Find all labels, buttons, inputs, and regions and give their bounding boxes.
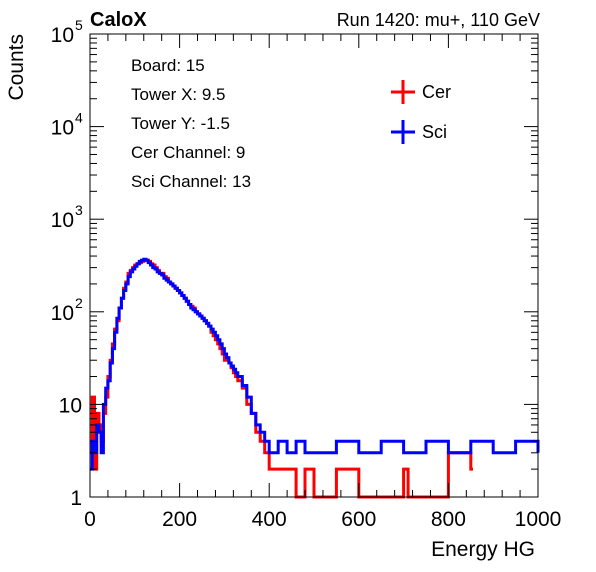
info-line: Tower X: 9.5 xyxy=(131,85,226,104)
info-line: Tower Y: -1.5 xyxy=(131,114,230,133)
plot-frame xyxy=(89,33,539,498)
info-line: Sci Channel: 13 xyxy=(131,172,251,191)
chart-title-right: Run 1420: mu+, 110 GeV xyxy=(337,10,540,30)
y-tick-label: 10 xyxy=(51,209,74,232)
x-tick-label: 400 xyxy=(252,508,287,531)
x-tick-label: 1000 xyxy=(515,508,562,531)
y-tick-label: 10 xyxy=(51,302,74,325)
series-line-sci xyxy=(90,257,540,471)
legend-label-cer: Cer xyxy=(422,82,451,102)
y-tick-exponent: 2 xyxy=(75,295,83,311)
y-tick-label: 1 xyxy=(70,487,82,510)
x-tick-label: 200 xyxy=(162,508,197,531)
legend: Cer Sci xyxy=(391,80,451,144)
info-line: Cer Channel: 9 xyxy=(131,143,245,162)
chart-title-left: CaloX xyxy=(90,9,147,31)
info-box: Board: 15 Tower X: 9.5 Tower Y: -1.5 Cer… xyxy=(131,56,251,191)
x-tick-label: 600 xyxy=(341,508,376,531)
x-axis-label: Energy HG xyxy=(431,538,535,561)
y-tick-label: 10 xyxy=(59,394,82,417)
legend-label-sci: Sci xyxy=(422,122,447,142)
x-tick-label: 800 xyxy=(431,508,466,531)
y-tick-exponent: 5 xyxy=(75,17,83,33)
y-tick-label: 10 xyxy=(51,24,74,47)
series-group xyxy=(90,257,540,499)
y-tick-exponent: 3 xyxy=(75,202,83,218)
y-axis-label: Counts xyxy=(5,34,28,101)
y-tick-label: 10 xyxy=(51,117,74,140)
info-line: Board: 15 xyxy=(131,56,205,75)
x-tick-label: 0 xyxy=(84,508,96,531)
y-tick-exponent: 4 xyxy=(75,110,83,126)
